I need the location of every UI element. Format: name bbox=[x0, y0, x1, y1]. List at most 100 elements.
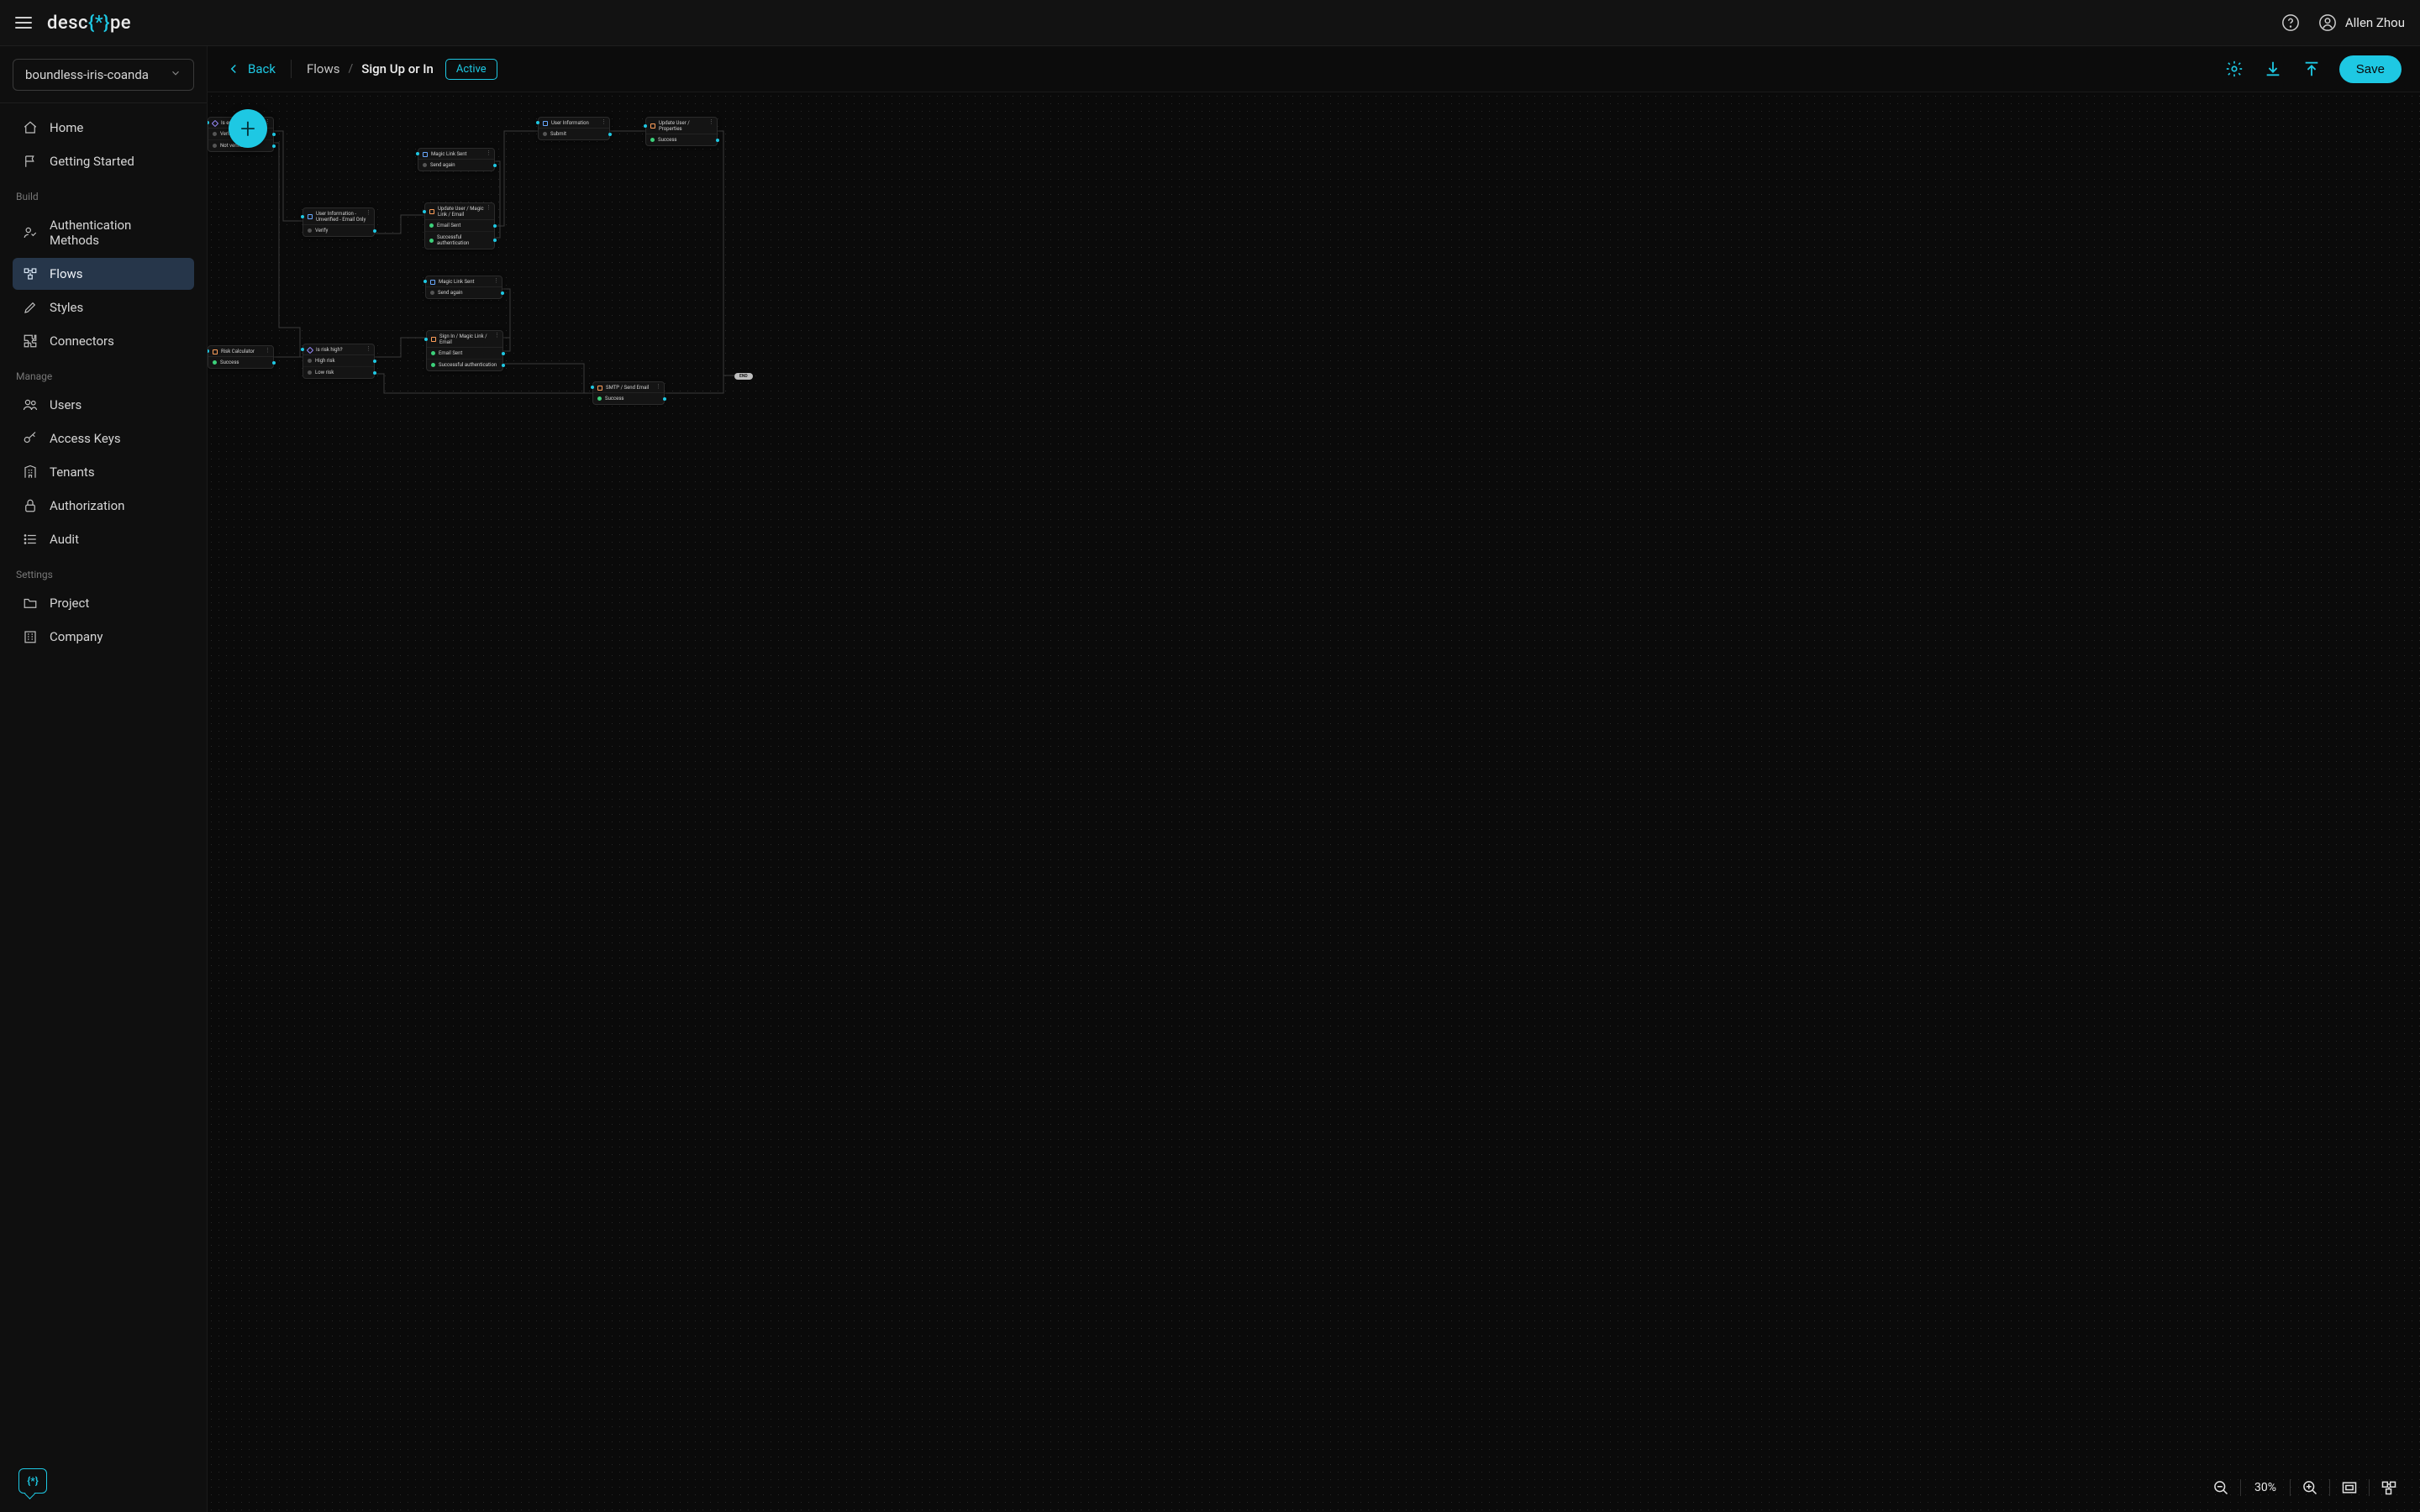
sidebar-item-audit[interactable]: Audit bbox=[13, 523, 194, 555]
fit-to-screen-icon[interactable] bbox=[2337, 1475, 2362, 1500]
node-menu-icon[interactable]: ⋮ bbox=[366, 209, 371, 216]
brand-logo[interactable]: desc{*}pe bbox=[47, 13, 131, 34]
zoom-separator bbox=[2369, 1479, 2370, 1496]
sidebar-item-company[interactable]: Company bbox=[13, 621, 194, 653]
node-port[interactable]: High risk bbox=[303, 355, 374, 366]
node-menu-icon[interactable]: ⋮ bbox=[655, 383, 661, 390]
project-select[interactable]: boundless-iris-coanda bbox=[13, 59, 194, 91]
sidebar-item-connectors[interactable]: Connectors bbox=[13, 325, 194, 357]
port-status-icon bbox=[429, 223, 434, 228]
node-port[interactable]: Send again bbox=[418, 160, 494, 171]
flow-node[interactable]: Magic Link Sent⋮Send again bbox=[418, 148, 495, 171]
sidebar-item-flows[interactable]: Flows bbox=[13, 258, 194, 290]
node-port[interactable]: Success bbox=[208, 357, 273, 368]
save-button[interactable]: Save bbox=[2339, 55, 2402, 83]
user-avatar-icon[interactable] bbox=[2318, 13, 2337, 32]
chevron-down-icon bbox=[170, 67, 182, 82]
flow-node[interactable]: Update User / Magic Link / Email⋮Email S… bbox=[424, 202, 495, 249]
node-menu-icon[interactable]: ⋮ bbox=[708, 118, 714, 125]
node-menu-icon[interactable]: ⋮ bbox=[601, 118, 607, 125]
node-menu-icon[interactable]: ⋮ bbox=[493, 277, 499, 284]
node-port[interactable]: Email Sent bbox=[427, 348, 502, 359]
sidebar-item-access-keys[interactable]: Access Keys bbox=[13, 423, 194, 454]
back-button[interactable]: Back bbox=[226, 61, 276, 76]
node-title: User Information - Unverified - Email On… bbox=[316, 211, 370, 223]
flow-node[interactable]: Is risk high?⋮High riskLow risk bbox=[302, 344, 375, 379]
auto-layout-icon[interactable] bbox=[2376, 1475, 2402, 1500]
sidebar: boundless-iris-coanda Home Getting Start… bbox=[0, 46, 208, 1512]
node-port[interactable]: Successful authentication bbox=[427, 359, 502, 370]
logo-text-1: de bbox=[47, 13, 68, 34]
sidebar-item-label: Getting Started bbox=[50, 154, 134, 169]
zoom-out-icon[interactable] bbox=[2208, 1475, 2233, 1500]
port-label: Successful authentication bbox=[439, 362, 497, 368]
node-menu-icon[interactable]: ⋮ bbox=[486, 204, 492, 211]
lock-icon bbox=[23, 498, 38, 513]
node-type-icon bbox=[307, 346, 313, 353]
sidebar-section-manage: Manage bbox=[13, 359, 194, 387]
sidebar-item-authorization[interactable]: Authorization bbox=[13, 490, 194, 522]
flow-end-node[interactable]: END bbox=[734, 373, 753, 380]
node-menu-icon[interactable]: ⋮ bbox=[486, 150, 492, 156]
node-type-icon bbox=[213, 349, 218, 354]
node-port[interactable]: Submit bbox=[539, 129, 609, 139]
node-port[interactable]: Low risk bbox=[303, 366, 374, 378]
breadcrumb-parent[interactable]: Flows bbox=[307, 61, 340, 76]
node-port[interactable]: Send again bbox=[426, 287, 502, 298]
add-node-button[interactable]: + bbox=[229, 109, 267, 148]
user-name[interactable]: Allen Zhou bbox=[2345, 15, 2405, 30]
sidebar-item-home[interactable]: Home bbox=[13, 112, 194, 144]
flow-canvas[interactable]: + END 30% bbox=[208, 92, 2420, 1512]
flow-node[interactable]: Magic Link Sent⋮Send again bbox=[425, 276, 502, 299]
flow-node[interactable]: Update User / Properties⋮Success bbox=[645, 117, 718, 146]
node-port[interactable]: Success bbox=[646, 134, 717, 145]
node-type-icon bbox=[423, 152, 428, 157]
flow-node[interactable]: SMTP / Send Email⋮Success bbox=[592, 381, 665, 405]
node-port[interactable]: Verify bbox=[303, 225, 374, 236]
download-icon[interactable] bbox=[2264, 60, 2282, 78]
flag-icon bbox=[23, 154, 38, 169]
port-status-icon bbox=[429, 239, 434, 243]
node-port[interactable]: Successful authentication bbox=[425, 231, 494, 249]
port-label: Send again bbox=[430, 162, 455, 168]
flow-node[interactable]: User Information - Unverified - Email On… bbox=[302, 207, 375, 237]
sidebar-item-project[interactable]: Project bbox=[13, 587, 194, 619]
node-menu-icon[interactable]: ⋮ bbox=[494, 332, 500, 339]
help-icon[interactable] bbox=[2281, 13, 2300, 32]
node-type-icon bbox=[597, 386, 602, 391]
hamburger-menu-icon[interactable] bbox=[15, 17, 32, 29]
port-status-icon bbox=[650, 138, 655, 142]
flow-node[interactable]: Risk Calculator⋮Success bbox=[208, 345, 274, 369]
sidebar-item-label: Authentication Methods bbox=[50, 218, 184, 248]
settings-gear-icon[interactable] bbox=[2225, 60, 2244, 78]
port-status-icon bbox=[423, 163, 427, 167]
sidebar-item-auth-methods[interactable]: Authentication Methods bbox=[13, 209, 194, 256]
sidebar-item-getting-started[interactable]: Getting Started bbox=[13, 145, 194, 177]
upload-icon[interactable] bbox=[2302, 60, 2321, 78]
users-icon bbox=[23, 397, 38, 412]
node-port[interactable]: Email Sent bbox=[425, 220, 494, 231]
node-menu-icon[interactable]: ⋮ bbox=[265, 347, 271, 354]
chat-glyph: {*} bbox=[27, 1475, 38, 1487]
edge-layer bbox=[208, 92, 2420, 1512]
flow-node[interactable]: User Information⋮Submit bbox=[538, 117, 610, 140]
zoom-in-icon[interactable] bbox=[2297, 1475, 2323, 1500]
logo-text-2: sc bbox=[68, 13, 88, 34]
port-status-icon bbox=[430, 291, 434, 295]
node-type-icon bbox=[431, 337, 436, 342]
sidebar-item-users[interactable]: Users bbox=[13, 389, 194, 421]
sidebar-item-label: Authorization bbox=[50, 498, 124, 513]
sidebar-item-label: Connectors bbox=[50, 333, 114, 349]
person-check-icon bbox=[23, 225, 38, 240]
port-label: High risk bbox=[315, 358, 335, 364]
chat-widget-icon[interactable]: {*} bbox=[18, 1468, 47, 1494]
node-port[interactable]: Success bbox=[593, 393, 664, 404]
brush-icon bbox=[23, 300, 38, 315]
flow-node[interactable]: Sign In / Magic Link / Email⋮Email SentS… bbox=[426, 330, 503, 371]
node-menu-icon[interactable]: ⋮ bbox=[366, 345, 371, 352]
sidebar-item-label: Project bbox=[50, 596, 89, 611]
zoom-level: 30% bbox=[2248, 1481, 2283, 1494]
sidebar-item-tenants[interactable]: Tenants bbox=[13, 456, 194, 488]
port-label: Successful authentication bbox=[437, 234, 490, 246]
sidebar-item-styles[interactable]: Styles bbox=[13, 291, 194, 323]
